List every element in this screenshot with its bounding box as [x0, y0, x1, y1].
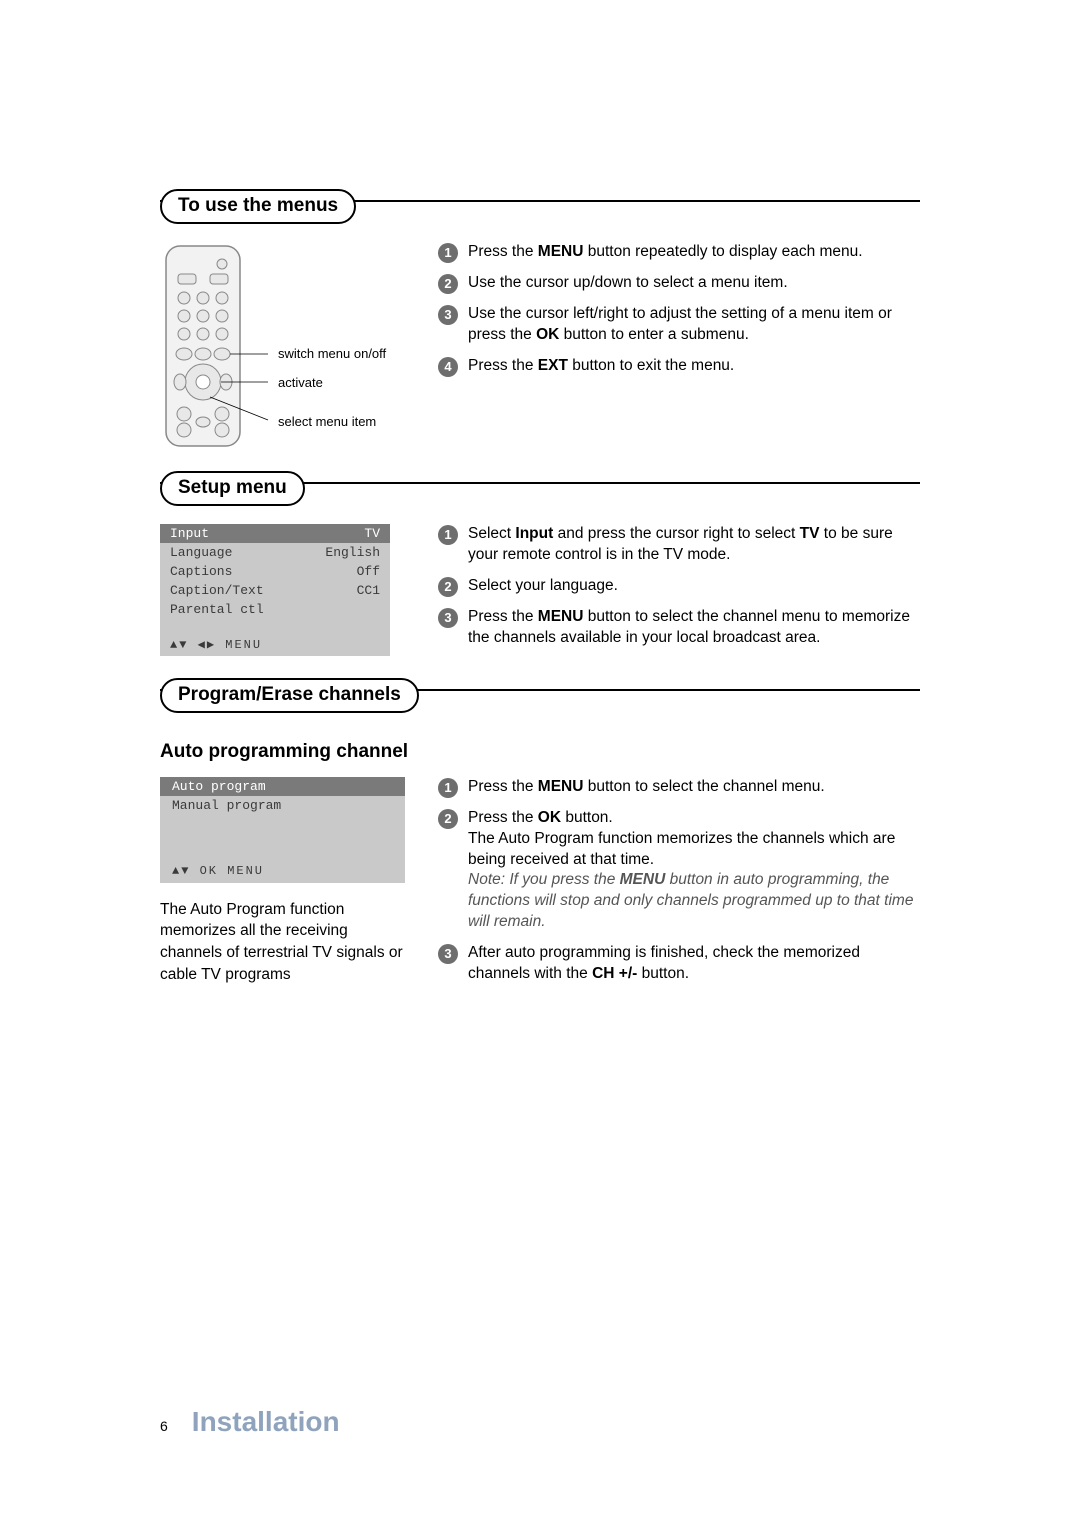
- steps-list: 1 Press the MENU button to select the cha…: [438, 777, 920, 985]
- step-bullet: 4: [438, 357, 458, 377]
- osd-key: Language: [170, 545, 325, 560]
- step-item: 4 Press the EXT button to exit the menu.: [438, 356, 920, 377]
- step-text: Select your language.: [468, 576, 618, 597]
- subheading-auto-programming: Auto programming channel: [160, 741, 920, 763]
- osd-setup-menu: InputTVLanguageEnglishCaptionsOffCaption…: [160, 524, 390, 656]
- step-item: 1 Select Input and press the cursor right…: [438, 524, 920, 566]
- osd-row: Caption/TextCC1: [160, 581, 390, 600]
- page-footer: 6 Installation: [160, 1406, 340, 1438]
- page-number: 6: [160, 1418, 168, 1434]
- auto-program-caption: The Auto Program function memorizes all …: [160, 899, 410, 986]
- step-bullet: 3: [438, 944, 458, 964]
- step-text: Press the OK button.The Auto Program fun…: [468, 808, 920, 934]
- step-item: 3 Press the MENU button to select the cha…: [438, 607, 920, 649]
- remote-icon: [160, 242, 270, 452]
- osd-row: InputTV: [160, 524, 390, 543]
- osd-value: CC1: [357, 583, 380, 598]
- remote-label-menu: switch menu on/off: [278, 346, 386, 361]
- osd-value: TV: [364, 526, 380, 541]
- step-item: 2 Press the OK button.The Auto Program fu…: [438, 808, 920, 934]
- step-bullet: 3: [438, 608, 458, 628]
- step-item: 1 Press the MENU button repeatedly to dis…: [438, 242, 920, 263]
- section-title: Setup menu: [160, 471, 305, 506]
- steps-list: 1 Select Input and press the cursor right…: [438, 524, 920, 649]
- step-bullet: 2: [438, 577, 458, 597]
- osd-key: Input: [170, 526, 364, 541]
- step-text: Press the MENU button repeatedly to disp…: [468, 242, 863, 263]
- osd-footer: ▲▼ ◀▶ MENU: [160, 633, 390, 656]
- section-title: Program/Erase channels: [160, 678, 419, 713]
- step-text: Press the MENU button to select the chan…: [468, 777, 825, 798]
- section-title: To use the menus: [160, 189, 356, 224]
- osd-channel-menu: Auto programManual program ▲▼ OK MENU: [160, 777, 405, 883]
- step-text: Press the MENU button to select the chan…: [468, 607, 920, 649]
- section-program-erase: Program/Erase channels Auto programming …: [160, 689, 920, 995]
- step-bullet: 2: [438, 809, 458, 829]
- osd-key: Caption/Text: [170, 583, 357, 598]
- step-text: After auto programming is finished, chec…: [468, 943, 920, 985]
- osd-key: Parental ctl: [170, 602, 380, 617]
- osd-value: Off: [357, 564, 380, 579]
- step-bullet: 2: [438, 274, 458, 294]
- osd-row: Parental ctl: [160, 600, 390, 619]
- step-item: 2 Use the cursor up/down to select a menu…: [438, 273, 920, 294]
- osd-key: Captions: [170, 564, 357, 579]
- osd-row: LanguageEnglish: [160, 543, 390, 562]
- step-text: Select Input and press the cursor right …: [468, 524, 920, 566]
- remote-label-select: select menu item: [278, 414, 376, 429]
- step-item: 1 Press the MENU button to select the cha…: [438, 777, 920, 798]
- step-bullet: 3: [438, 305, 458, 325]
- osd-footer: ▲▼ OK MENU: [160, 859, 405, 883]
- osd-row: Auto program: [160, 777, 405, 796]
- step-bullet: 1: [438, 525, 458, 545]
- section-use-menus: To use the menus: [160, 200, 920, 452]
- osd-row: CaptionsOff: [160, 562, 390, 581]
- step-text: Use the cursor left/right to adjust the …: [468, 304, 920, 346]
- step-bullet: 1: [438, 778, 458, 798]
- step-item: 3 Use the cursor left/right to adjust the…: [438, 304, 920, 346]
- osd-value: English: [325, 545, 380, 560]
- page-section-name: Installation: [192, 1406, 340, 1438]
- section-setup-menu: Setup menu InputTVLanguageEnglishCaption…: [160, 482, 920, 659]
- step-text: Press the EXT button to exit the menu.: [468, 356, 734, 377]
- remote-label-activate: activate: [278, 375, 323, 390]
- remote-illustration: switch menu on/off activate select menu …: [160, 242, 410, 452]
- step-text: Use the cursor up/down to select a menu …: [468, 273, 788, 294]
- osd-row: Manual program: [160, 796, 405, 815]
- step-bullet: 1: [438, 243, 458, 263]
- step-item: 3 After auto programming is finished, che…: [438, 943, 920, 985]
- steps-list: 1 Press the MENU button repeatedly to dis…: [438, 242, 920, 377]
- step-item: 2 Select your language.: [438, 576, 920, 597]
